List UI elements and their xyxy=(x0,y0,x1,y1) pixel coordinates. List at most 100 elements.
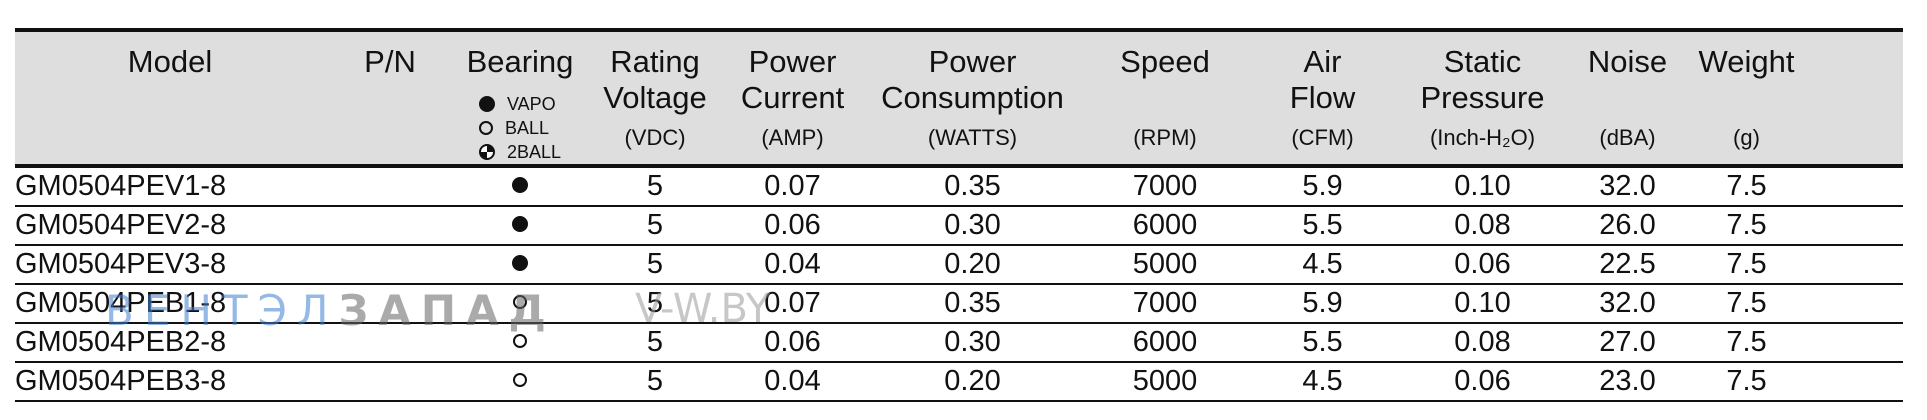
table-row: GM0504PEV2-8 5 0.06 0.30 6000 5.5 0.08 2… xyxy=(15,207,1903,246)
header-voltage-unit: (VDC) xyxy=(624,125,686,150)
voltage-cell: 5 xyxy=(646,248,664,280)
model-cell: GM0504PEB3-8 xyxy=(15,365,227,397)
pn-cell xyxy=(325,207,455,244)
filled-circle-icon xyxy=(512,176,528,193)
header-consumption-label: Consumption xyxy=(881,80,1064,115)
weight-cell: 7.5 xyxy=(1726,170,1767,202)
pn-cell xyxy=(325,246,455,283)
model-cell: GM0504PEV3-8 xyxy=(15,248,227,280)
bearing-cell xyxy=(455,207,585,244)
legend-label-2ball: 2BALL xyxy=(507,142,562,162)
table-row: GM0504PEB3-8 5 0.04 0.20 5000 4.5 0.06 2… xyxy=(15,363,1903,402)
model-cell: GM0504PEV1-8 xyxy=(15,170,227,202)
air-flow-cell: 5.9 xyxy=(1302,170,1343,202)
header-air-flow-unit: (CFM) xyxy=(1291,125,1354,150)
filled-circle-icon xyxy=(512,215,528,232)
header-noise: Noise (dBA) xyxy=(1565,32,1690,164)
noise-cell: 23.0 xyxy=(1599,365,1656,397)
header-static-pressure-unit: (Inch-H₂O) xyxy=(1429,125,1536,150)
open-circle-icon xyxy=(513,333,527,348)
header-model-label: Model xyxy=(127,44,213,79)
header-flow-label: Flow xyxy=(1289,80,1356,115)
header-power-current: Power Current (AMP) xyxy=(725,32,860,164)
model-cell: GM0504PEV2-8 xyxy=(15,209,227,241)
static-pressure-cell: 0.10 xyxy=(1454,287,1511,319)
fan-spec-table: Model P/N Bearing VAPO BALL xyxy=(15,28,1903,402)
header-bearing: Bearing VAPO BALL xyxy=(455,32,585,164)
open-circle-icon xyxy=(479,121,493,135)
table-row: GM0504PEB1-8 5 0.07 0.35 7000 5.9 0.10 3… xyxy=(15,285,1903,324)
header-current-label: Current xyxy=(740,80,845,115)
weight-cell: 7.5 xyxy=(1726,287,1767,319)
current-cell: 0.04 xyxy=(764,365,821,397)
bearing-cell xyxy=(455,168,585,205)
speed-cell: 5000 xyxy=(1132,248,1198,280)
air-flow-cell: 5.5 xyxy=(1302,209,1343,241)
table-header: Model P/N Bearing VAPO BALL xyxy=(15,32,1903,168)
bearing-legend: VAPO BALL 2B xyxy=(479,92,585,164)
consumption-cell: 0.20 xyxy=(944,248,1001,280)
table-body: GM0504PEV1-8 5 0.07 0.35 7000 5.9 0.10 3… xyxy=(15,168,1903,402)
static-pressure-cell: 0.08 xyxy=(1454,209,1511,241)
header-noise-unit: (dBA) xyxy=(1599,125,1656,150)
header-consumption-unit: (WATTS) xyxy=(927,125,1018,150)
current-cell: 0.07 xyxy=(764,287,821,319)
weight-cell: 7.5 xyxy=(1726,365,1767,397)
header-current-unit: (AMP) xyxy=(761,125,824,150)
voltage-cell: 5 xyxy=(646,326,664,358)
voltage-cell: 5 xyxy=(646,287,664,319)
table-row: GM0504PEV3-8 5 0.04 0.20 5000 4.5 0.06 2… xyxy=(15,246,1903,285)
legend-label-ball: BALL xyxy=(505,118,550,138)
model-cell: GM0504PEB1-8 xyxy=(15,287,227,319)
consumption-cell: 0.35 xyxy=(944,287,1001,319)
weight-cell: 7.5 xyxy=(1726,209,1767,241)
header-rating-label: Rating xyxy=(610,44,700,79)
header-bearing-label: Bearing xyxy=(466,44,574,79)
header-speed-unit: (RPM) xyxy=(1133,125,1197,150)
consumption-cell: 0.30 xyxy=(944,209,1001,241)
weight-cell: 7.5 xyxy=(1726,248,1767,280)
air-flow-cell: 5.9 xyxy=(1302,287,1343,319)
header-air-flow-title: Air Flow xyxy=(1245,44,1400,116)
header-static-pressure-title: Static Pressure xyxy=(1400,44,1565,116)
model-cell: GM0504PEB2-8 xyxy=(15,326,227,358)
header-speed-label: Speed xyxy=(1120,44,1210,79)
air-flow-cell: 4.5 xyxy=(1302,248,1343,280)
consumption-cell: 0.30 xyxy=(944,326,1001,358)
bearing-cell xyxy=(455,285,585,322)
header-air-flow: Air Flow (CFM) xyxy=(1245,32,1400,164)
open-circle-icon xyxy=(513,294,527,309)
legend-row-vapo: VAPO xyxy=(479,92,585,116)
speed-cell: 6000 xyxy=(1132,209,1198,241)
air-flow-cell: 4.5 xyxy=(1302,365,1343,397)
bearing-cell xyxy=(455,363,585,400)
table-row: GM0504PEB2-8 5 0.06 0.30 6000 5.5 0.08 2… xyxy=(15,324,1903,363)
two-ball-icon xyxy=(479,144,495,160)
header-power-current-title: Power Current xyxy=(725,44,860,116)
current-cell: 0.06 xyxy=(764,209,821,241)
header-power-label-2: Power xyxy=(928,44,1017,79)
header-weight-label: Weight xyxy=(1698,44,1795,79)
header-power-consumption: Power Consumption (WATTS) xyxy=(860,32,1085,164)
table-row: GM0504PEV1-8 5 0.07 0.35 7000 5.9 0.10 3… xyxy=(15,168,1903,207)
header-speed: Speed (RPM) xyxy=(1085,32,1245,164)
speed-cell: 6000 xyxy=(1132,326,1198,358)
header-static-pressure: Static Pressure (Inch-H₂O) xyxy=(1400,32,1565,164)
current-cell: 0.07 xyxy=(764,170,821,202)
legend-row-ball: BALL xyxy=(479,116,585,140)
header-pn-label: P/N xyxy=(364,44,416,79)
noise-cell: 22.5 xyxy=(1599,248,1656,280)
filled-circle-icon xyxy=(512,254,528,271)
pn-cell xyxy=(325,324,455,361)
speed-cell: 5000 xyxy=(1132,365,1198,397)
header-noise-label: Noise xyxy=(1587,44,1668,79)
weight-cell: 7.5 xyxy=(1726,326,1767,358)
bearing-cell xyxy=(455,324,585,361)
header-pressure-label: Pressure xyxy=(1420,80,1545,115)
noise-cell: 32.0 xyxy=(1599,287,1656,319)
open-circle-icon xyxy=(513,372,527,387)
legend-label-vapo: VAPO xyxy=(507,94,556,114)
header-static-label: Static xyxy=(1443,44,1522,79)
legend-row-2ball: 2BALL xyxy=(479,140,585,164)
